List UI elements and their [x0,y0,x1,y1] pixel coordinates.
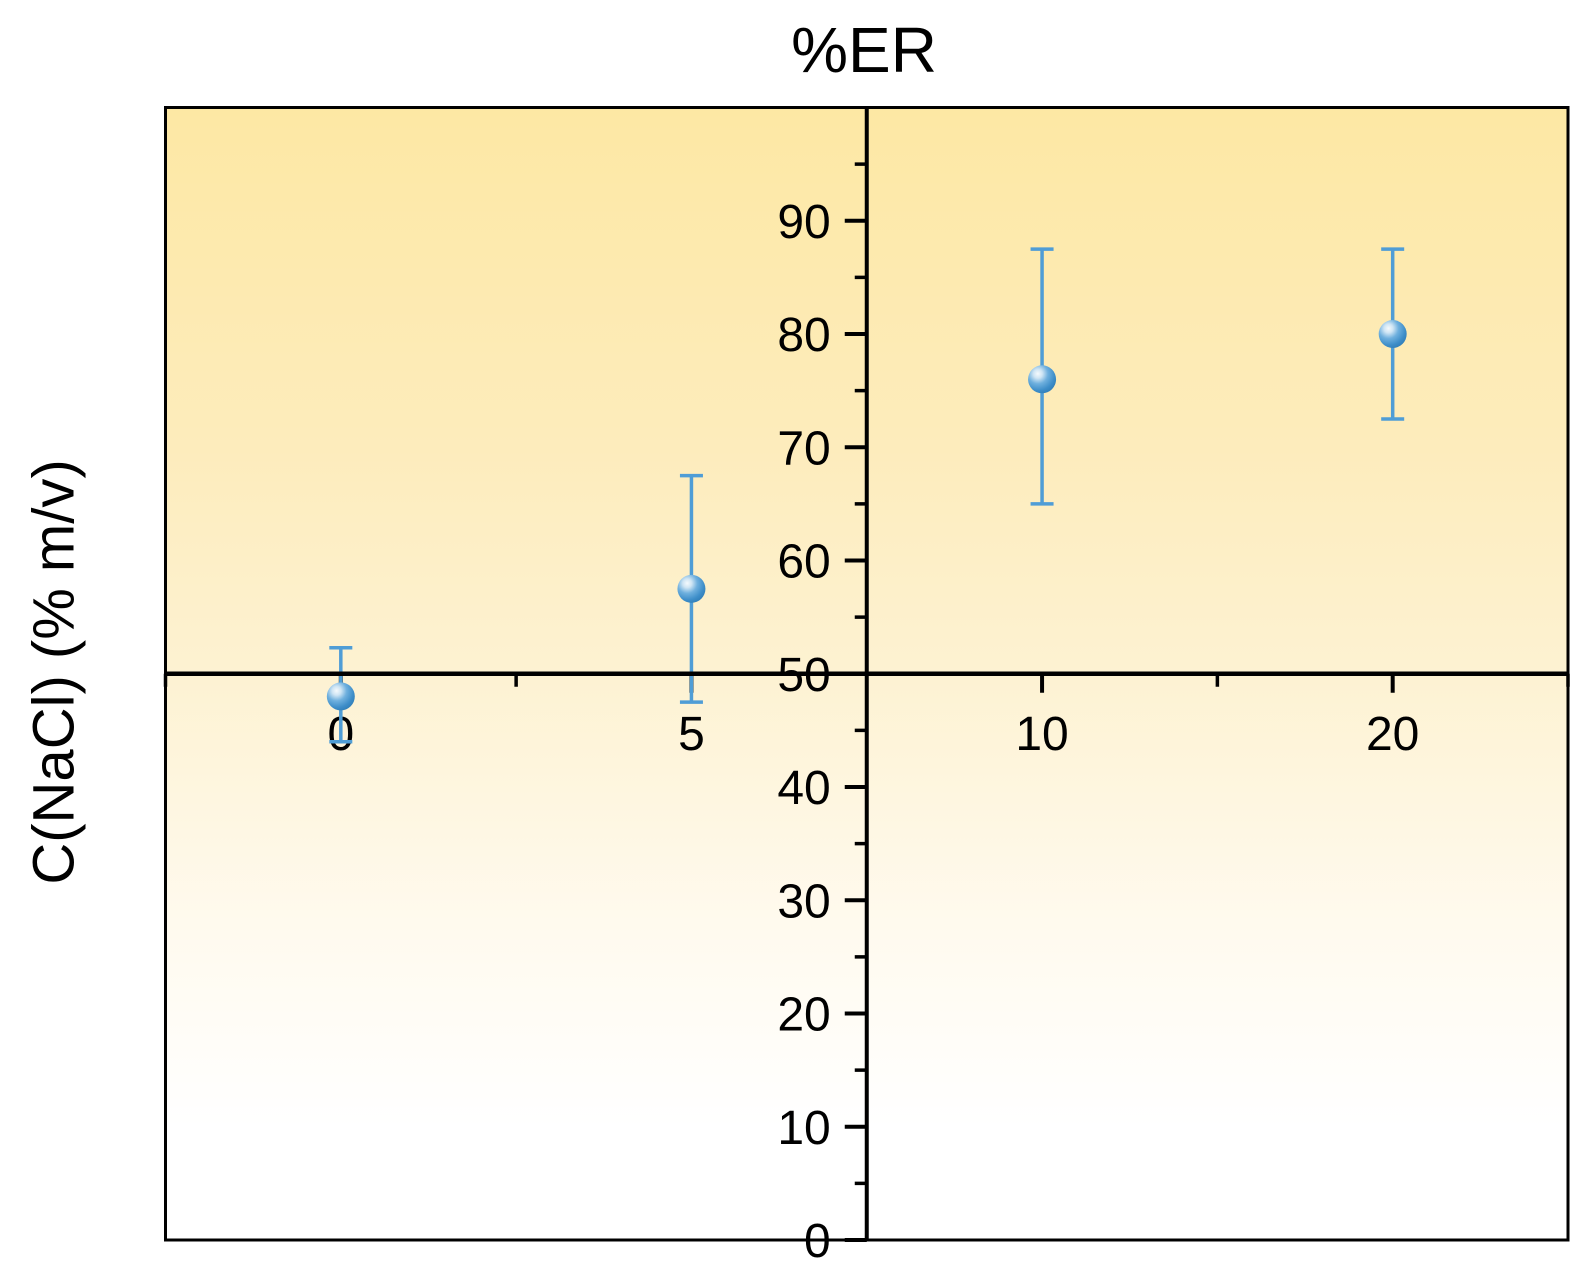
data-point-marker [677,574,706,603]
x-tick-label: 10 [1015,708,1068,761]
y-tick-label: 30 [777,875,830,928]
data-point-marker [1028,365,1057,394]
y-tick-label: 60 [777,536,830,589]
y-tick-label: 80 [777,309,830,362]
y-tick-label: 40 [777,762,830,815]
y-tick-label: 70 [777,422,830,475]
chart-title: %ER [791,14,937,86]
x-tick-label: 20 [1366,708,1419,761]
y-tick-label: 10 [777,1102,830,1155]
data-point-marker [1378,320,1407,348]
y-tick-label: 20 [777,989,830,1042]
y-tick-label: 0 [804,1215,831,1268]
y-tick-label: 90 [777,196,830,249]
data-point-marker [326,682,355,711]
x-tick-label: 5 [678,708,705,761]
